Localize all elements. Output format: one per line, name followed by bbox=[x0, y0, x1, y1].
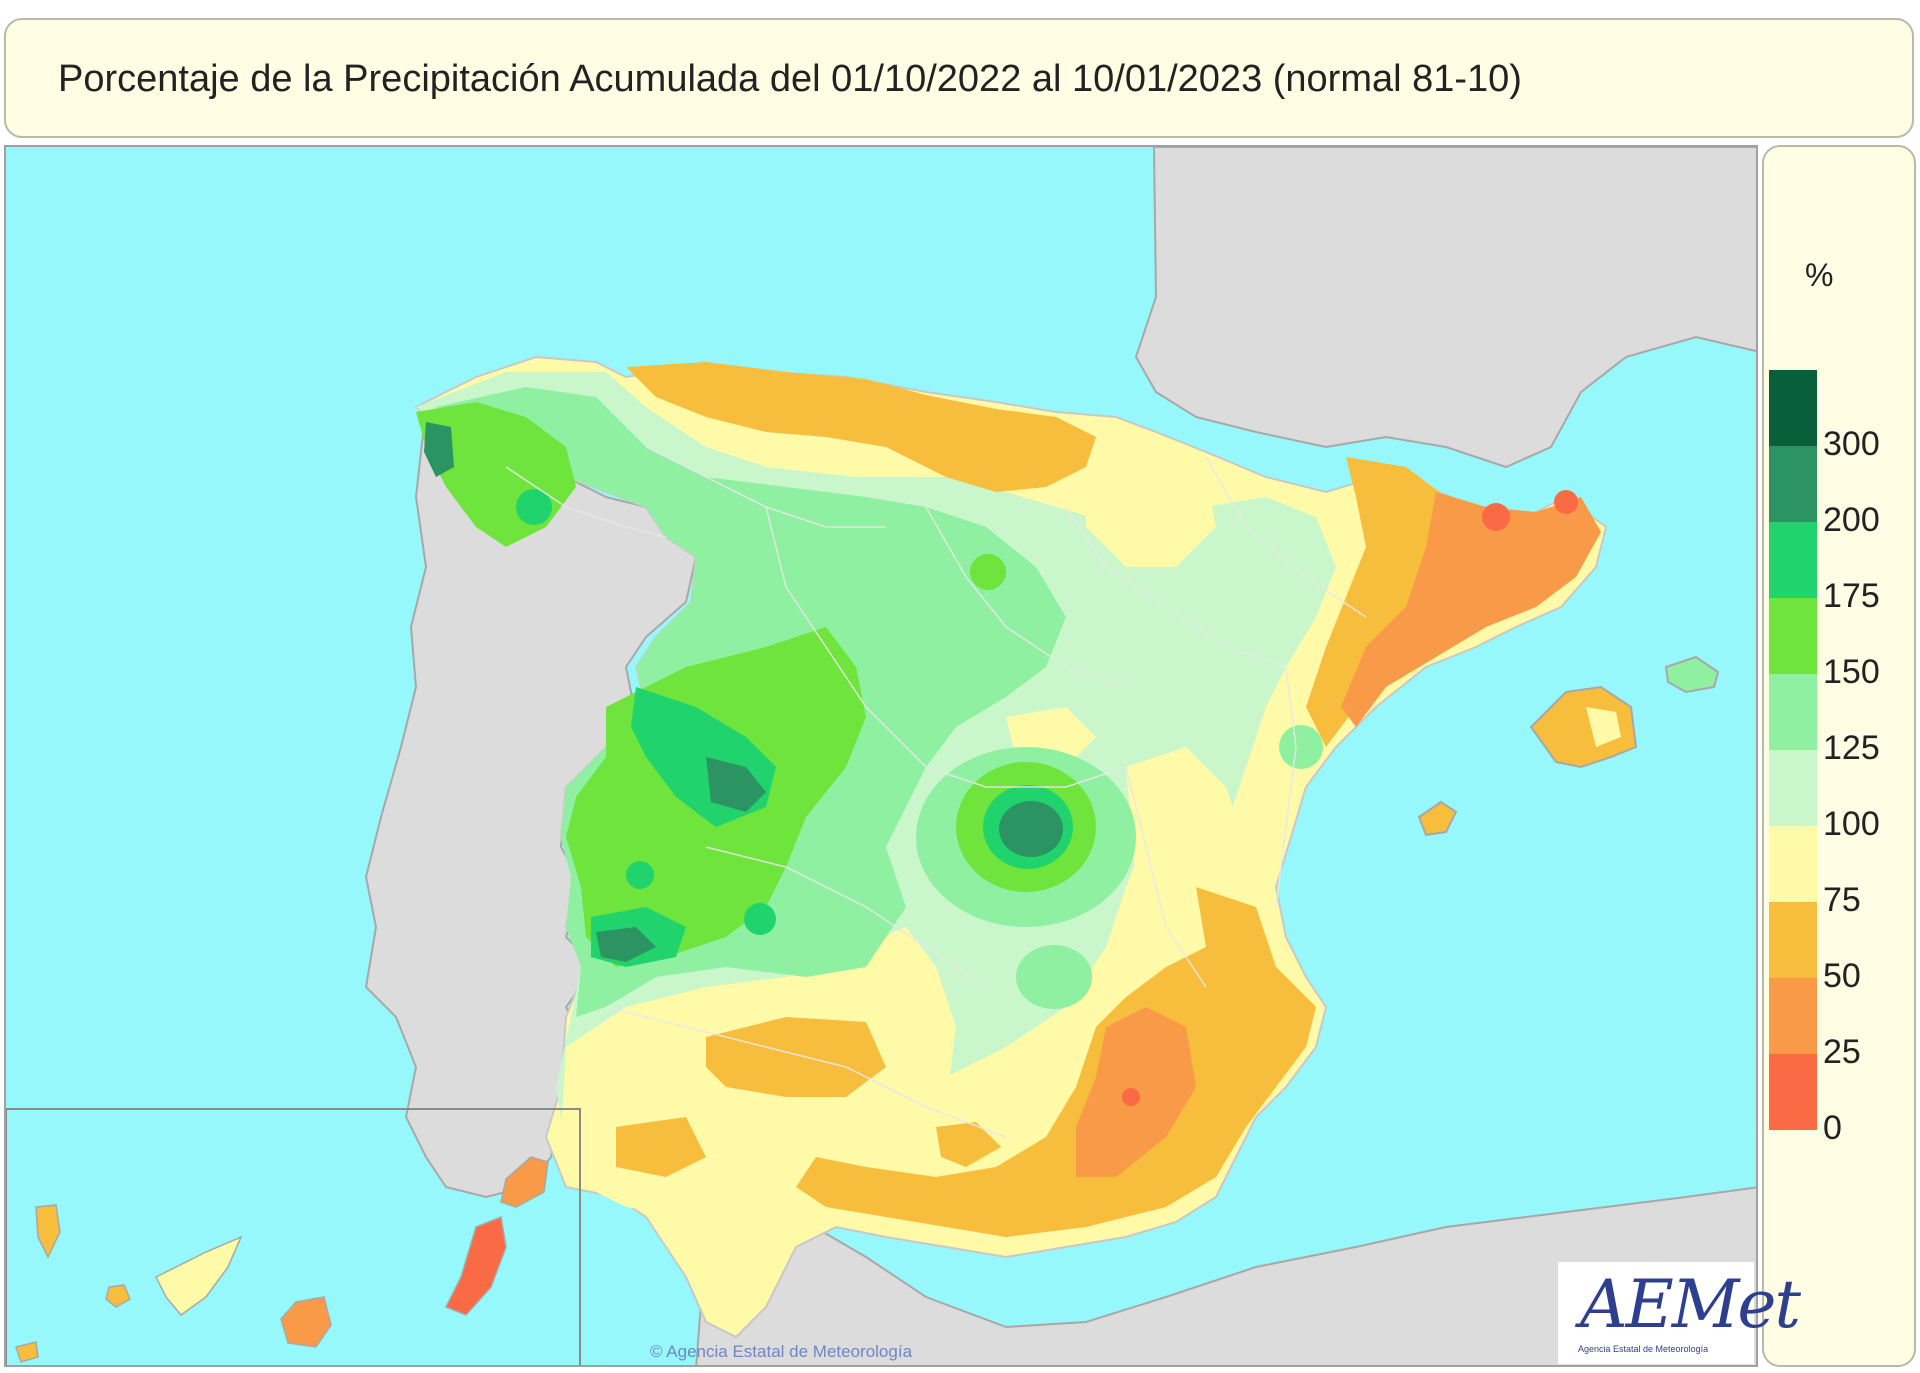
aemet-logo: AEMet Agencia Estatal de Meteorología bbox=[1558, 1262, 1801, 1364]
legend-swatch bbox=[1769, 826, 1817, 902]
precip-zone-50-jaen bbox=[936, 1122, 1001, 1167]
precip-zone-50-east bbox=[1306, 457, 1446, 747]
legend-label: 25 bbox=[1823, 1033, 1861, 1071]
precip-spot-125-east bbox=[1279, 725, 1323, 769]
region-borders bbox=[505, 446, 1367, 1138]
precip-zone-50-andalusia bbox=[706, 1017, 886, 1097]
canary-tenerife bbox=[154, 1235, 243, 1317]
canary-fuerteventura bbox=[444, 1215, 507, 1316]
canary-la-gomera bbox=[105, 1284, 131, 1308]
precip-spot-150-north-centre bbox=[970, 554, 1006, 590]
precip-zone-50-southeast bbox=[796, 887, 1316, 1237]
canary-lanzarote bbox=[500, 1156, 549, 1208]
legend-swatch bbox=[1769, 750, 1817, 826]
legend-swatch bbox=[1769, 598, 1817, 674]
legend-label: 300 bbox=[1823, 425, 1880, 463]
precip-zone-200-southwest bbox=[596, 927, 656, 962]
precip-spot-175-extremadura bbox=[744, 903, 776, 935]
canary-la-palma bbox=[35, 1204, 61, 1259]
legend-label: 75 bbox=[1823, 881, 1861, 919]
map-title: Porcentaje de la Precipitación Acumulada… bbox=[58, 58, 1522, 100]
precip-spot-175-southwest bbox=[626, 861, 654, 889]
precip-spot-200-madrid bbox=[999, 801, 1063, 857]
legend-swatch bbox=[1769, 978, 1817, 1054]
france-land bbox=[1134, 147, 1756, 469]
legend-label: 175 bbox=[1823, 577, 1880, 615]
balearic-mallorca bbox=[1529, 685, 1638, 769]
legend-label: 0 bbox=[1823, 1109, 1842, 1147]
legend-swatch bbox=[1769, 522, 1817, 598]
legend-swatch bbox=[1769, 674, 1817, 750]
balearic-menorca bbox=[1664, 655, 1720, 694]
precip-zone-200-west bbox=[706, 757, 766, 812]
canary-gran-canaria bbox=[280, 1296, 332, 1348]
legend-swatch bbox=[1769, 902, 1817, 978]
precip-zone-50-southwest bbox=[616, 1117, 706, 1177]
logo-wordmark: AEMet bbox=[1580, 1266, 1801, 1343]
precip-spot-0-southeast bbox=[1122, 1088, 1140, 1106]
legend-label: 50 bbox=[1823, 957, 1861, 995]
legend-swatch bbox=[1769, 370, 1817, 446]
precip-spot-0-catalonia-1 bbox=[1482, 503, 1510, 531]
legend-swatch bbox=[1769, 1054, 1817, 1130]
precip-spot-175-galicia bbox=[516, 489, 552, 525]
precip-spot-125-south-centre bbox=[1016, 945, 1092, 1009]
precip-zone-50-north bbox=[626, 362, 1096, 492]
legend-label: 150 bbox=[1823, 653, 1880, 691]
legend-unit: % bbox=[1805, 257, 1834, 293]
legend-swatch bbox=[1769, 446, 1817, 522]
map-title-box bbox=[4, 18, 1914, 138]
map-panel bbox=[4, 145, 1758, 1367]
precipitation-map bbox=[6, 147, 1756, 1365]
precip-zone-25-catalonia bbox=[1341, 492, 1601, 727]
legend-label: 200 bbox=[1823, 501, 1880, 539]
balearic-ibiza bbox=[1417, 800, 1458, 837]
legend-label: 100 bbox=[1823, 805, 1880, 843]
precip-zone-75-north bbox=[1086, 437, 1216, 567]
canary-inset bbox=[6, 1108, 581, 1365]
precip-zone-200-galicia bbox=[424, 422, 454, 477]
copyright-credit: © Agencia Estatal de Meteorología bbox=[650, 1342, 913, 1361]
precip-spot-0-catalonia-2 bbox=[1554, 490, 1578, 514]
logo-subtitle: Agencia Estatal de Meteorología bbox=[1578, 1344, 1709, 1354]
balearic-mallorca-pale bbox=[1586, 707, 1621, 747]
legend-label: 125 bbox=[1823, 729, 1880, 767]
canary-el-hierro bbox=[15, 1341, 39, 1363]
